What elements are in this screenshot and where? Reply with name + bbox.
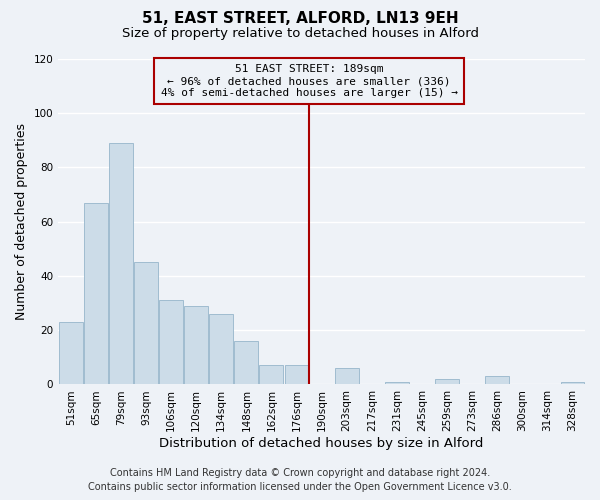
Bar (184, 306, 208, 384)
Bar (134, 262, 158, 384)
Bar (59, 322, 83, 384)
Text: 51 EAST STREET: 189sqm
← 96% of detached houses are smaller (336)
4% of semi-det: 51 EAST STREET: 189sqm ← 96% of detached… (161, 64, 458, 98)
Text: Contains HM Land Registry data © Crown copyright and database right 2024.
Contai: Contains HM Land Registry data © Crown c… (88, 468, 512, 492)
Bar (335, 368, 359, 384)
Y-axis label: Number of detached properties: Number of detached properties (15, 123, 28, 320)
X-axis label: Distribution of detached houses by size in Alford: Distribution of detached houses by size … (160, 437, 484, 450)
Bar (385, 382, 409, 384)
Bar (159, 300, 183, 384)
Bar (284, 366, 308, 384)
Bar (84, 202, 108, 384)
Text: 51, EAST STREET, ALFORD, LN13 9EH: 51, EAST STREET, ALFORD, LN13 9EH (142, 11, 458, 26)
Text: Size of property relative to detached houses in Alford: Size of property relative to detached ho… (121, 27, 479, 40)
Bar (485, 376, 509, 384)
Bar (209, 314, 233, 384)
Bar (235, 341, 258, 384)
Bar (109, 143, 133, 384)
Bar (259, 366, 283, 384)
Bar (435, 379, 459, 384)
Bar (560, 382, 584, 384)
